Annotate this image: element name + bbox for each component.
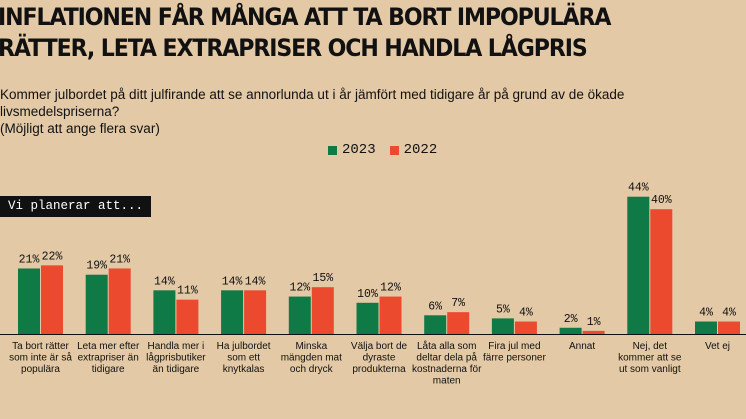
bar-2023-2 (153, 290, 176, 334)
chart-legend: 2023 2022 (328, 141, 437, 159)
legend-swatch-2022 (389, 145, 399, 155)
bar-2022-7 (514, 321, 537, 334)
bar-2022-1 (108, 268, 131, 334)
value-label-2022-2: 11% (177, 285, 198, 298)
bar-2023-0 (18, 268, 40, 334)
value-label-2022-7: 4% (519, 307, 533, 320)
category-label-5: Välja bort de dyraste produkterna (351, 341, 408, 375)
bar-2023-6 (424, 315, 447, 334)
category-label-7: Fira jul med färre personer (483, 341, 546, 364)
bar-2023-5 (356, 302, 379, 334)
value-label-2023-1: 19% (86, 260, 107, 273)
category-label-8: Annat (569, 341, 595, 352)
legend-swatch-2023 (328, 145, 337, 155)
category-label-9: Nej, det kommer att se ut som vanligt (618, 341, 682, 375)
category-label-10: Vet ej (705, 341, 730, 352)
title-line-1: INFLATIONEN FÅR MÅNGA ATT TA BORT IMPOPU… (0, 3, 612, 31)
page-title: INFLATIONEN FÅR MÅNGA ATT TA BORT IMPOPU… (0, 2, 688, 64)
bar-2023-1 (85, 274, 108, 334)
bar-2023-4 (288, 296, 311, 334)
value-label-2022-5: 12% (380, 282, 401, 295)
legend-item-2022: 2022 (389, 142, 438, 158)
value-label-2023-3: 14% (222, 275, 243, 288)
value-label-2022-8: 1% (587, 316, 601, 329)
legend-label-2022: 2022 (403, 142, 438, 158)
bar-2023-10 (695, 321, 717, 334)
bar-2022-9 (650, 209, 673, 334)
value-label-2023-5: 10% (357, 288, 378, 301)
question-text: Kommer julbordet på ditt julfirande att … (0, 87, 625, 119)
question-note: (Möjligt att ange flera svar) (0, 121, 160, 136)
bar-2023-9 (627, 196, 650, 334)
value-label-2022-3: 14% (245, 275, 266, 288)
intro-tag: Vi planerar att... (0, 196, 152, 217)
value-label-2023-7: 5% (496, 303, 510, 316)
bar-2022-10 (718, 321, 740, 334)
category-label-2: Handla mer i lågprisbutiker än tidigare (146, 341, 206, 375)
value-label-2023-10: 4% (699, 307, 713, 320)
bar-2022-8 (582, 330, 605, 334)
bar-2023-8 (559, 327, 582, 334)
bar-2022-6 (447, 312, 470, 334)
bar-2022-2 (176, 299, 199, 334)
bar-2022-4 (311, 287, 334, 334)
bar-2023-3 (221, 290, 244, 334)
value-label-2023-6: 6% (428, 300, 442, 313)
category-label-3: Ha julbordet som ett knytkalas (217, 341, 271, 375)
bar-2022-3 (244, 290, 267, 334)
value-label-2023-4: 12% (289, 282, 310, 295)
survey-question: Kommer julbordet på ditt julfirande att … (0, 86, 746, 137)
bar-2022-5 (379, 296, 402, 334)
value-label-2023-9: 44% (628, 182, 649, 195)
value-label-2023-0: 21% (19, 253, 40, 266)
category-label-0: Ta bort rätter som inte är så populära (9, 341, 72, 375)
value-label-2022-4: 15% (312, 272, 333, 285)
value-label-2022-6: 7% (451, 297, 465, 310)
value-label-2022-9: 40% (651, 194, 672, 207)
value-label-2023-2: 14% (154, 275, 175, 288)
value-label-2023-8: 2% (564, 313, 578, 326)
bar-2022-0 (41, 265, 63, 334)
category-label-4: Minska mängden mat och dryck (281, 341, 342, 375)
title-line-2: RÄTTER, LETA EXTRAPRISER OCH HANDLA LÅGP… (0, 34, 588, 62)
legend-label-2023: 2023 (342, 142, 376, 158)
category-label-1: Leta mer efter extrapriser än tidigare (77, 341, 140, 375)
bar-2023-7 (491, 318, 514, 334)
value-label-2022-0: 22% (42, 250, 63, 263)
value-label-2022-1: 21% (109, 253, 130, 266)
value-label-2022-10: 4% (722, 307, 736, 320)
legend-item-2023: 2023 (328, 142, 376, 158)
category-label-6: Låta alla som deltar dela på kostnaderna f… (412, 340, 482, 387)
